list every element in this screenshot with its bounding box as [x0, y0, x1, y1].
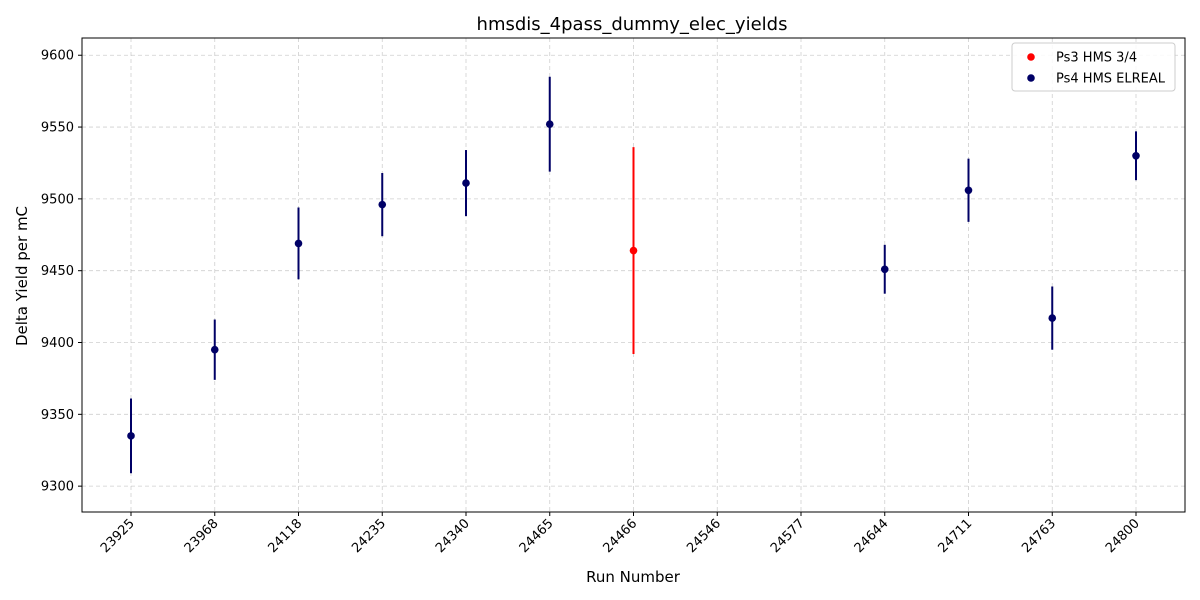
- data-point: [127, 432, 135, 440]
- legend-box: [1011, 42, 1176, 92]
- y-tick-label: 9300: [41, 480, 74, 495]
- y-tick-label: 9600: [41, 49, 74, 64]
- chart-title: hmsdis_4pass_dummy_elec_yields: [477, 14, 788, 35]
- data-series: [127, 76, 1140, 474]
- y-axis-label: Delta Yield per mC: [13, 206, 31, 346]
- data-point: [880, 265, 889, 274]
- x-axis-label: Run Number: [586, 568, 681, 586]
- legend-label: Ps4 HMS ELREAL: [1056, 72, 1166, 87]
- data-point: [294, 239, 303, 248]
- legend: Ps3 HMS 3/4 Ps4 HMS ELREAL: [1011, 42, 1176, 92]
- data-point: [1048, 314, 1057, 322]
- data-point: [545, 120, 554, 128]
- y-tick-label: 9350: [41, 408, 74, 423]
- data-point: [210, 345, 219, 354]
- series-group: [127, 76, 1140, 474]
- y-tick-label: 9450: [41, 264, 74, 279]
- legend-marker: [1027, 53, 1035, 61]
- data-point: [964, 186, 973, 195]
- legend-label: Ps3 HMS 3/4: [1056, 51, 1137, 66]
- legend-marker: [1027, 74, 1035, 82]
- data-point: [629, 246, 638, 255]
- y-tick-label: 9550: [41, 121, 74, 136]
- data-point: [462, 179, 470, 187]
- data-point: [1132, 151, 1140, 160]
- series-group: [629, 147, 638, 354]
- data-point: [378, 200, 387, 209]
- y-tick-label: 9400: [41, 336, 74, 351]
- y-tick-label: 9500: [41, 192, 74, 207]
